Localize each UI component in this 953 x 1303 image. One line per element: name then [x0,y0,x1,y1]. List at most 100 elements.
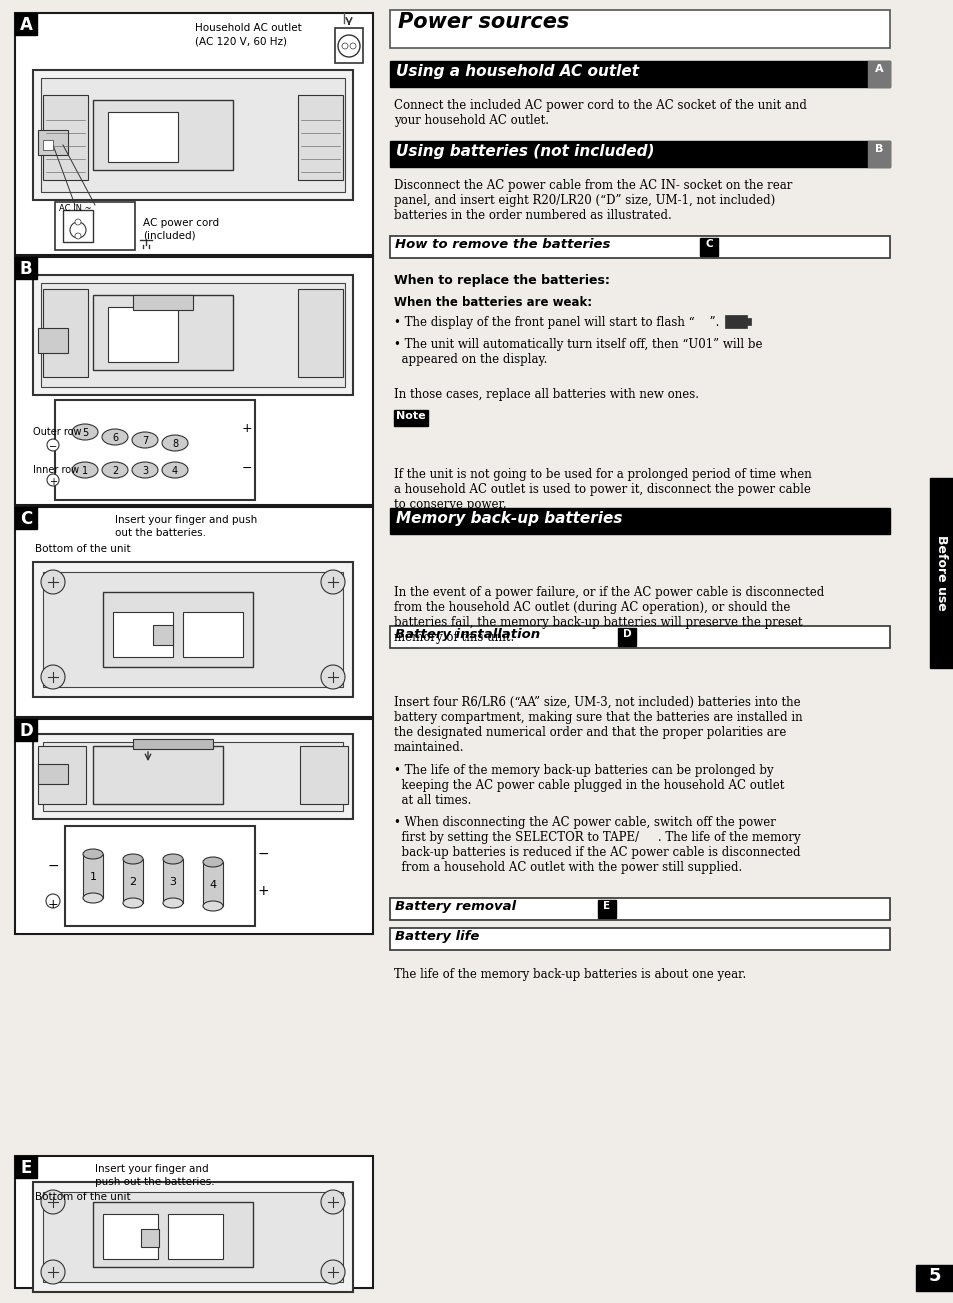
Text: Inner row: Inner row [33,465,79,476]
Circle shape [70,222,86,238]
Bar [55,400,254,500]
Text: Insert four R6/LR6 (“AA” size, UM-3, not included) batteries into the
battery co: Insert four R6/LR6 (“AA” size, UM-3, not… [394,696,801,754]
Text: 1: 1 [82,466,88,476]
Bar [394,410,428,426]
Bar [390,61,889,87]
Bar [915,1265,953,1291]
Ellipse shape [83,893,103,903]
Text: −: − [241,461,252,474]
Bar [38,130,68,155]
Bar [33,1182,353,1293]
Bar [618,628,636,646]
Circle shape [320,1260,345,1283]
Bar [15,13,373,255]
Bar [112,612,172,657]
Bar [132,294,193,310]
Text: 2: 2 [130,877,136,887]
Text: 1: 1 [90,872,96,882]
Text: D: D [19,722,32,740]
Circle shape [341,43,348,50]
Bar [15,507,37,529]
Bar [390,236,889,258]
Bar [108,112,178,162]
Circle shape [41,1260,65,1283]
Text: 2: 2 [112,466,118,476]
Bar [15,719,373,934]
Text: A: A [20,16,32,34]
Text: Outer row: Outer row [33,427,81,437]
Circle shape [41,569,65,594]
Bar [15,257,373,506]
Text: 3: 3 [142,466,148,476]
Bar [65,826,254,926]
Text: • When disconnecting the AC power cable, switch off the power
  first by setting: • When disconnecting the AC power cable,… [394,816,800,874]
Text: When the batteries are weak:: When the batteries are weak: [394,296,592,309]
Bar [15,257,37,279]
Text: Bottom of the unit: Bottom of the unit [35,1192,131,1201]
Ellipse shape [102,463,128,478]
Text: +: + [48,898,58,911]
Ellipse shape [71,463,98,478]
Text: 3: 3 [170,877,176,887]
Text: 7: 7 [142,437,148,446]
Bar [15,1156,373,1287]
Bar [108,308,178,362]
Circle shape [350,43,355,50]
Text: 5: 5 [82,427,88,438]
Bar [33,275,353,395]
Text: AC IN ~: AC IN ~ [59,205,91,212]
Ellipse shape [123,853,143,864]
Text: • The display of the front panel will start to flash “    ”.: • The display of the front panel will st… [394,317,719,328]
Circle shape [75,219,81,225]
Bar [33,70,353,199]
Bar [390,508,889,534]
Bar [299,747,348,804]
Bar [123,859,143,903]
Text: (included): (included) [143,231,195,240]
Text: AC power cord: AC power cord [143,218,219,228]
Circle shape [41,1190,65,1214]
Text: Memory back-up batteries: Memory back-up batteries [395,511,622,526]
Bar [15,507,373,717]
Bar [92,294,233,370]
Text: Battery life: Battery life [395,930,478,943]
Text: In the event of a power failure, or if the AC power cable is disconnected
from t: In the event of a power failure, or if t… [394,586,823,644]
Text: When to replace the batteries:: When to replace the batteries: [394,274,609,287]
Bar [297,289,343,377]
Bar [390,625,889,648]
Text: Battery installation: Battery installation [395,628,539,641]
Bar [15,719,37,741]
Text: out the batteries.: out the batteries. [115,528,206,538]
Text: +: + [257,883,269,898]
Text: • The life of the memory back-up batteries can be prolonged by
  keeping the AC : • The life of the memory back-up batteri… [394,764,783,807]
Bar [92,1201,253,1267]
Bar [43,1192,343,1282]
Bar [141,1229,159,1247]
Text: C: C [20,509,32,528]
Bar [43,572,343,687]
Bar [43,741,343,810]
Bar [103,592,253,667]
Circle shape [75,233,81,238]
Bar [92,100,233,169]
Ellipse shape [102,429,128,446]
Bar [724,315,746,328]
Text: C: C [704,238,712,249]
Bar [746,318,750,324]
Text: Using a household AC outlet: Using a household AC outlet [395,64,639,79]
Ellipse shape [162,435,188,451]
Bar [15,1156,37,1178]
Text: B: B [20,261,32,278]
Text: Disconnect the AC power cable from the AC IN- socket on the rear
panel, and inse: Disconnect the AC power cable from the A… [394,179,792,222]
Text: Household AC outlet: Household AC outlet [194,23,301,33]
Bar [132,739,213,749]
Ellipse shape [83,850,103,859]
Bar [152,625,172,645]
Bar [43,95,88,180]
Ellipse shape [71,423,98,440]
Text: +: + [241,421,252,434]
Bar [598,900,616,919]
Bar [390,898,889,920]
Bar [38,328,68,353]
Bar [390,141,889,167]
